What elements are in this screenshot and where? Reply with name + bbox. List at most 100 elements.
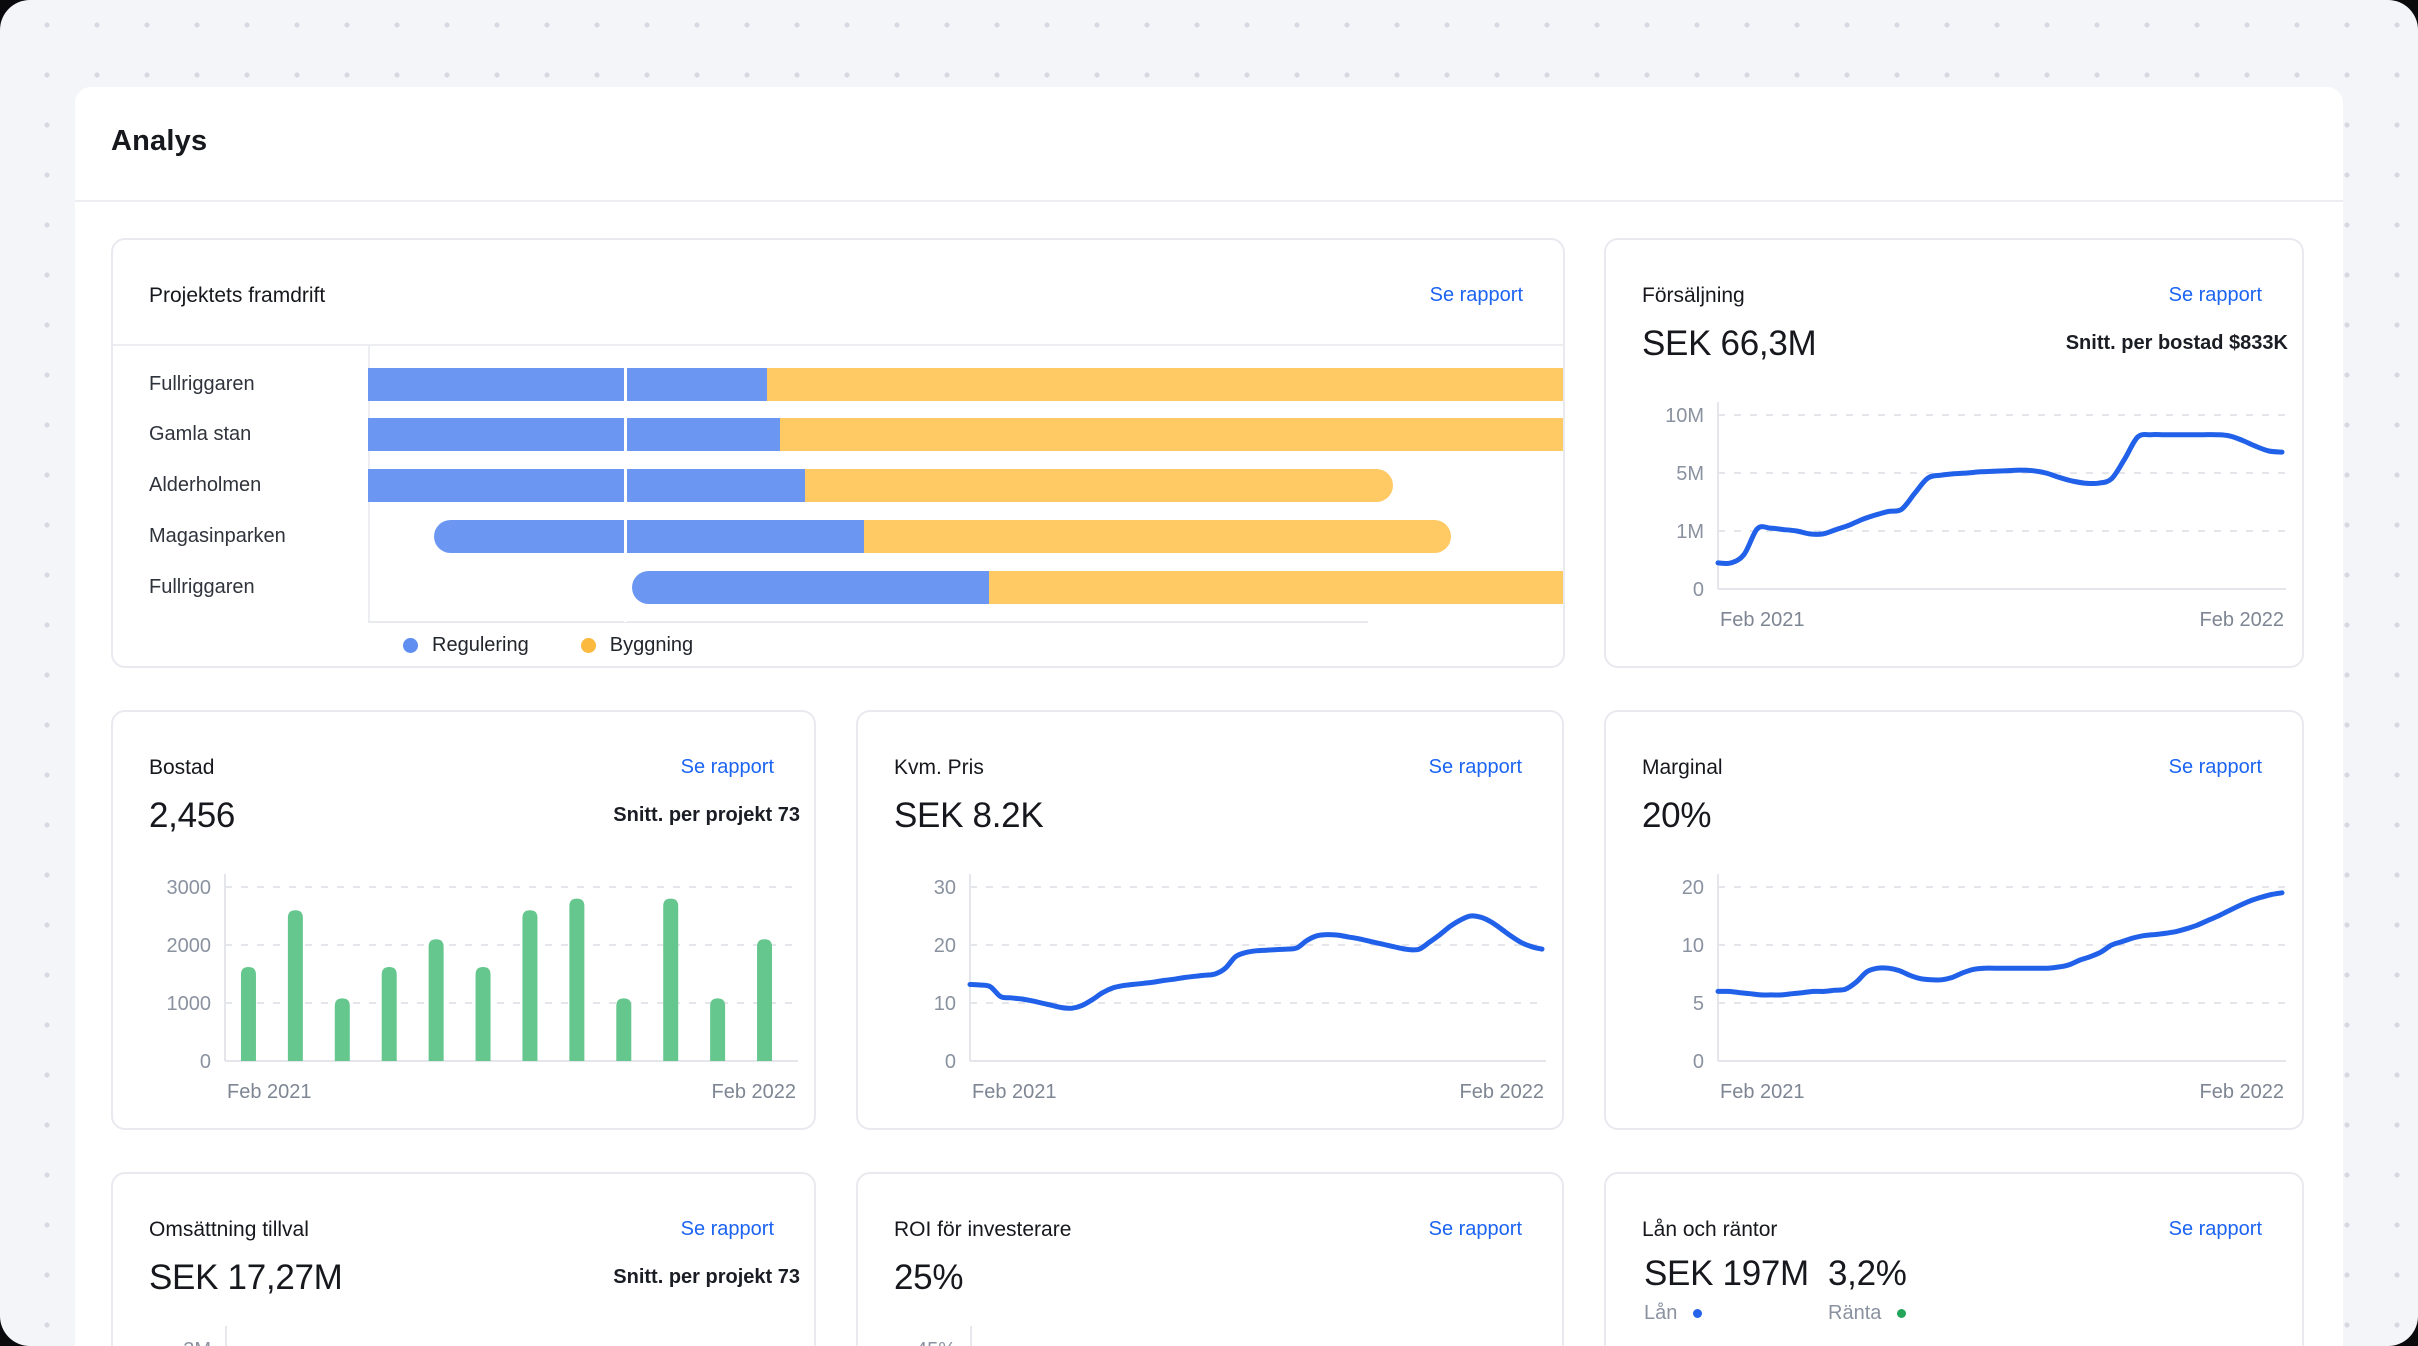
regulering-dot-icon bbox=[403, 638, 418, 653]
card-title: Bostad bbox=[149, 756, 215, 779]
row-label: Magasinparken bbox=[149, 524, 286, 547]
card-title: Omsättning tillval bbox=[149, 1218, 309, 1241]
regulering-bar bbox=[368, 418, 781, 451]
loan-dot-icon bbox=[1693, 1309, 1703, 1318]
svg-text:Feb 2022: Feb 2022 bbox=[2199, 609, 2284, 631]
loan-value: SEK 197M bbox=[1644, 1254, 1809, 1293]
see-report-link[interactable]: Se rapport bbox=[1428, 1218, 1522, 1240]
byggning-bar bbox=[863, 519, 1451, 553]
chart-canvas: 10M 5M 1M 0 Feb 2021 Feb 2022 bbox=[1665, 402, 2286, 631]
svg-text:Feb 2021: Feb 2021 bbox=[1720, 609, 1805, 631]
chart-canvas: 30 20 10 0 Feb 2021 Feb 2022 bbox=[934, 874, 1546, 1103]
svg-text:Feb 2022: Feb 2022 bbox=[711, 1081, 796, 1103]
svg-text:20: 20 bbox=[934, 935, 956, 957]
svg-text:Feb 2021: Feb 2021 bbox=[972, 1081, 1057, 1103]
svg-text:0: 0 bbox=[200, 1051, 211, 1073]
svg-text:10: 10 bbox=[934, 993, 956, 1015]
interest-label: Ränta bbox=[1828, 1302, 1882, 1324]
legend-item-byggning: Byggning bbox=[580, 634, 694, 657]
clipped-chart: 3M bbox=[149, 1324, 798, 1346]
card-sales: Försäljning Se rapport SEK 66,3M Snitt. … bbox=[1604, 238, 2304, 668]
loan-stats: SEK 197M Lån 3,2% Ränta bbox=[1644, 1254, 2012, 1325]
sales-value: SEK 66,3M bbox=[1642, 324, 1817, 363]
divider bbox=[113, 344, 1563, 346]
byggning-dot-icon bbox=[580, 638, 596, 653]
chart-legend: Regulering Byggning bbox=[403, 634, 693, 657]
see-report-link[interactable]: Se rapport bbox=[1429, 284, 1523, 306]
regulering-bar bbox=[433, 519, 864, 553]
sales-line-chart: 10M 5M 1M 0 Feb 2021 Feb 2022 bbox=[1642, 390, 2286, 646]
legend-label: Byggning bbox=[609, 634, 694, 656]
row-label: Fullriggaren bbox=[149, 372, 255, 395]
y-tick-label: 45% bbox=[894, 1338, 956, 1346]
project-progress-chart: Fullriggaren Gamla stan Alderholmen Magasin… bbox=[113, 240, 1563, 666]
card-title: Kvm. Pris bbox=[894, 756, 984, 779]
see-report-link[interactable]: Se rapport bbox=[2168, 756, 2262, 778]
roi-value: 25% bbox=[894, 1258, 964, 1297]
byggning-bar bbox=[767, 367, 1563, 401]
margin-value: 20% bbox=[1642, 796, 1712, 835]
regulering-bar bbox=[632, 570, 990, 604]
svg-text:1M: 1M bbox=[1676, 521, 1704, 543]
svg-text:10: 10 bbox=[1682, 935, 1704, 957]
interest-label-row: Ränta bbox=[1828, 1302, 2012, 1325]
see-report-link[interactable]: Se rapport bbox=[680, 1218, 774, 1240]
homes-bar-chart: 3000 2000 1000 0 Feb 2021 Feb 2022 bbox=[149, 862, 798, 1118]
see-report-link[interactable]: Se rapport bbox=[680, 756, 774, 778]
byggning-bar bbox=[805, 468, 1394, 502]
svg-text:10M: 10M bbox=[1665, 405, 1704, 427]
row-label: Fullriggaren bbox=[149, 575, 255, 598]
chart-canvas: 3000 2000 1000 0 Feb 2021 Feb 2022 bbox=[167, 874, 798, 1103]
card-title: Försäljning bbox=[1642, 284, 1745, 307]
page-title: Analys bbox=[111, 125, 208, 157]
svg-text:3000: 3000 bbox=[167, 877, 212, 899]
avg-per-project-stat: Snitt. per projekt 73 bbox=[613, 1266, 800, 1288]
svg-text:2000: 2000 bbox=[167, 935, 212, 957]
addon-revenue-value: SEK 17,27M bbox=[149, 1258, 343, 1297]
sqm-price-value: SEK 8.2K bbox=[894, 796, 1044, 835]
sqm-price-line-chart: 30 20 10 0 Feb 2021 Feb 2022 bbox=[894, 862, 1546, 1118]
interest-dot-icon bbox=[1897, 1309, 1907, 1318]
see-report-link[interactable]: Se rapport bbox=[2168, 284, 2262, 306]
card-homes: Bostad Se rapport 2,456 Snitt. per proje… bbox=[111, 710, 816, 1130]
card-loans: Lån och räntor Se rapport SEK 197M Lån 3… bbox=[1604, 1172, 2304, 1346]
vertical-gridline-overlay bbox=[623, 346, 627, 622]
chart-canvas: 20 10 5 0 Feb 2021 Feb 2022 bbox=[1682, 874, 2286, 1103]
card-addon-revenue: Omsättning tillval Se rapport SEK 17,27M… bbox=[111, 1172, 816, 1346]
svg-text:Feb 2022: Feb 2022 bbox=[1459, 1081, 1544, 1103]
y-axis-line bbox=[970, 1326, 972, 1346]
x-axis-line bbox=[368, 621, 1368, 623]
loan-amount-stat: SEK 197M Lån bbox=[1644, 1254, 1828, 1325]
row-label: Gamla stan bbox=[149, 423, 252, 445]
card-sqm-price: Kvm. Pris Se rapport SEK 8.2K 30 20 10 0 Feb… bbox=[856, 710, 1564, 1130]
see-report-link[interactable]: Se rapport bbox=[2168, 1218, 2262, 1240]
clipped-chart: 45% bbox=[894, 1324, 1546, 1346]
card-project-progress: Projektets framdrift Se rapport Fullrigg… bbox=[111, 238, 1565, 668]
svg-text:20: 20 bbox=[1682, 877, 1704, 899]
svg-text:5M: 5M bbox=[1676, 463, 1704, 485]
svg-text:0: 0 bbox=[945, 1051, 956, 1073]
regulering-bar bbox=[368, 367, 768, 401]
card-roi: ROI för investerare Se rapport 25% 45% bbox=[856, 1172, 1564, 1346]
page-header: Analys bbox=[75, 87, 2343, 202]
interest-value: 3,2% bbox=[1828, 1254, 1907, 1293]
card-title: Lån och räntor bbox=[1642, 1218, 1778, 1241]
card-title: Marginal bbox=[1642, 756, 1723, 779]
regulering-bar bbox=[368, 468, 806, 502]
svg-text:30: 30 bbox=[934, 877, 956, 899]
byggning-bar bbox=[780, 418, 1563, 451]
svg-text:0: 0 bbox=[1693, 579, 1704, 601]
content-panel: Analys Projektets framdrift Se rapport F… bbox=[75, 87, 2343, 1346]
svg-text:Feb 2021: Feb 2021 bbox=[1720, 1081, 1805, 1103]
svg-text:5: 5 bbox=[1693, 993, 1704, 1015]
y-tick-label: 3M bbox=[149, 1338, 211, 1346]
loan-label-row: Lån bbox=[1644, 1302, 1828, 1325]
row-label: Alderholmen bbox=[149, 473, 262, 496]
avg-per-project-stat: Snitt. per projekt 73 bbox=[613, 804, 800, 826]
see-report-link[interactable]: Se rapport bbox=[1428, 756, 1522, 778]
byggning-bar bbox=[989, 570, 1563, 604]
svg-text:Feb 2022: Feb 2022 bbox=[2199, 1081, 2284, 1103]
legend-label: Regulering bbox=[432, 634, 529, 656]
svg-text:Feb 2021: Feb 2021 bbox=[227, 1081, 312, 1103]
